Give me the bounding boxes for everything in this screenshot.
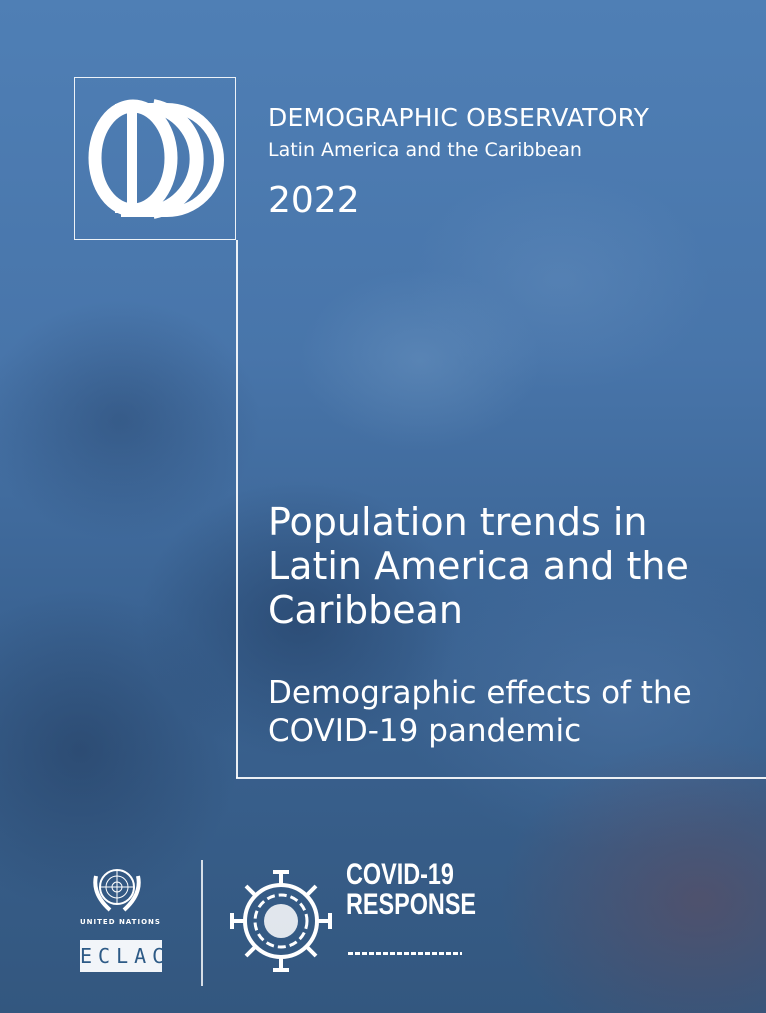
- logo-separator: [201, 860, 203, 986]
- book-subtitle: Demographic effects of the COVID-19 pand…: [268, 675, 692, 749]
- frame-vertical-line: [236, 240, 238, 778]
- series-subtitle: Latin America and the Caribbean: [268, 139, 582, 161]
- covid-line1: COVID-19: [346, 858, 454, 891]
- frame-horizontal-line: [236, 777, 766, 779]
- eclac-logo: ECLAC: [80, 940, 164, 972]
- covid-dash-underline: [348, 952, 462, 955]
- covid-line2: RESPONSE: [346, 888, 477, 921]
- un-emblem-icon: [93, 869, 141, 912]
- od-monogram-icon: [88, 99, 224, 219]
- covid-response-label: COVID-19 RESPONSE: [346, 860, 486, 920]
- covid-virus-globe-icon: [230, 870, 332, 972]
- book-title: Population trends in Latin America and t…: [268, 500, 689, 632]
- un-label: United Nations: [80, 918, 161, 926]
- observatory-logo: [74, 77, 236, 240]
- series-title: DEMOGRAPHIC OBSERVATORY: [268, 103, 650, 132]
- edition-year: 2022: [268, 180, 360, 221]
